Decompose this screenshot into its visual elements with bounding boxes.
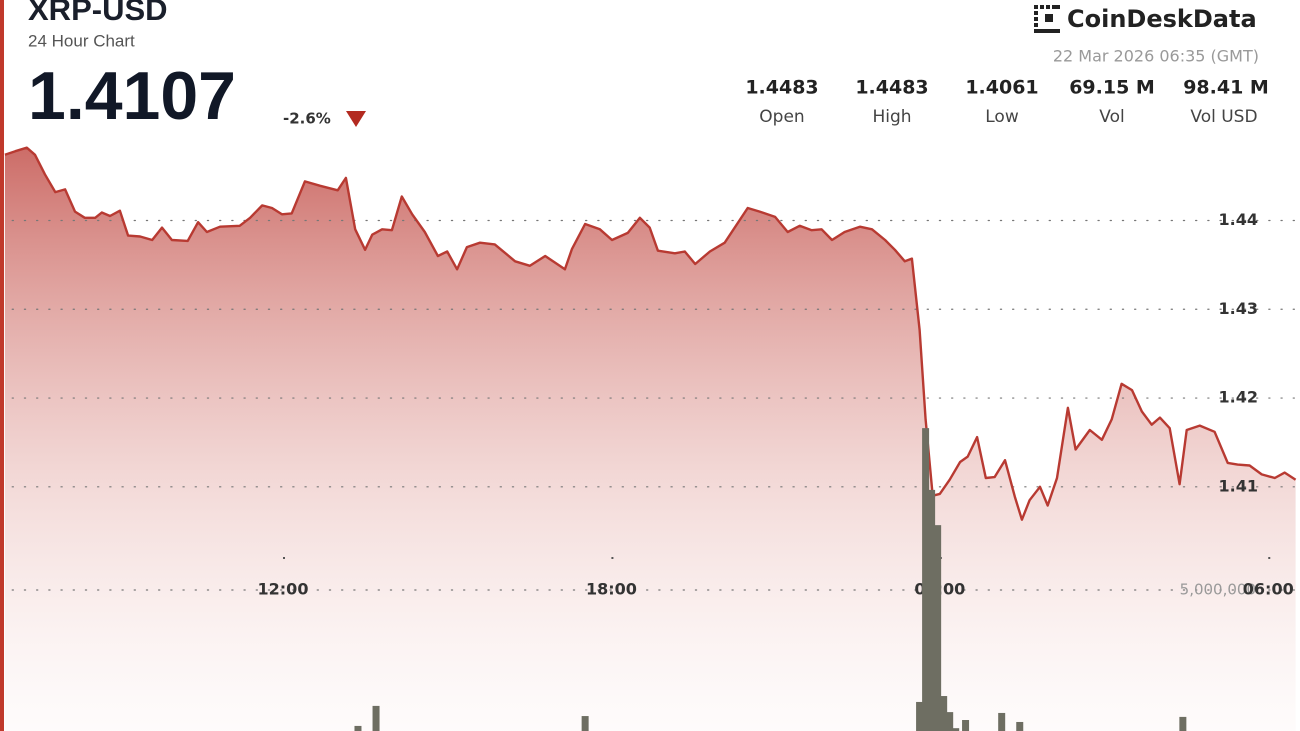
stat-label: High: [872, 107, 911, 127]
price-area: [4, 147, 1296, 731]
logo-dot: [1034, 17, 1038, 21]
volume-bar: [1016, 721, 1024, 731]
brand-logo: CoinDeskData: [1034, 5, 1257, 33]
y-tick-label: 1.41: [1219, 476, 1258, 495]
timestamp: 22 Mar 2026 06:35 (GMT): [1053, 47, 1259, 66]
logo-dot: [1040, 5, 1044, 9]
volume-bar: [928, 489, 936, 731]
price: 1.4107: [28, 58, 236, 134]
volume-bar: [916, 701, 924, 731]
volume-bar: [940, 696, 948, 731]
volume-bar: [952, 728, 960, 731]
stat-label: Vol: [1099, 107, 1124, 127]
y-tick-label: 1.43: [1219, 299, 1258, 318]
logo-dot: [1034, 29, 1060, 33]
stat-value: 1.4061: [965, 77, 1038, 99]
left-border: [0, 0, 4, 731]
volume-bar: [1179, 716, 1187, 731]
brand: CoinDeskData: [1067, 5, 1257, 33]
subtitle: 24 Hour Chart: [28, 31, 135, 50]
stat-label: Open: [759, 107, 804, 127]
symbol: XRP-USD: [28, 0, 168, 27]
logo-dot: [1034, 23, 1038, 27]
logo-dot: [1046, 5, 1050, 9]
down-arrow: [346, 111, 366, 127]
stat-value: 1.4483: [855, 77, 928, 99]
stat-label: Low: [985, 107, 1019, 127]
x-tick-label: 18:00: [586, 580, 637, 599]
change: -2.6%: [283, 110, 331, 128]
logo-dot: [1034, 5, 1038, 9]
price-line: [4, 146, 1297, 521]
logo-dot: [1045, 14, 1053, 22]
logo-dot: [1052, 5, 1060, 9]
stat-label: Vol USD: [1190, 107, 1257, 127]
x-tick-label: 12:00: [258, 580, 309, 599]
volume-bar: [946, 712, 954, 731]
stat-value: 98.41 M: [1183, 77, 1269, 99]
volume-bar: [934, 525, 942, 731]
volume-bar: [922, 428, 930, 731]
volume-bar: [581, 716, 589, 731]
stat-value: 1.4483: [745, 77, 818, 99]
logo-dot: [1034, 11, 1038, 15]
y-tick-label: 1.44: [1219, 210, 1258, 229]
stats: 1.4483 Open 1.4483 High 1.4061 Low 69.15…: [745, 77, 1268, 128]
y2-tick-label: 5,000,000: [1180, 580, 1256, 598]
y-tick-label: 1.42: [1219, 388, 1258, 407]
volume-bar: [962, 720, 970, 731]
volume-bar: [998, 712, 1006, 731]
volume-bar: [372, 705, 380, 731]
volume-bar: [354, 725, 362, 731]
x-tick-label: 06:00: [1243, 580, 1294, 599]
stat-value: 69.15 M: [1069, 77, 1155, 99]
plot-area: 1.411.421.431.445,000,00012:0018:0000:00…: [0, 146, 1300, 731]
